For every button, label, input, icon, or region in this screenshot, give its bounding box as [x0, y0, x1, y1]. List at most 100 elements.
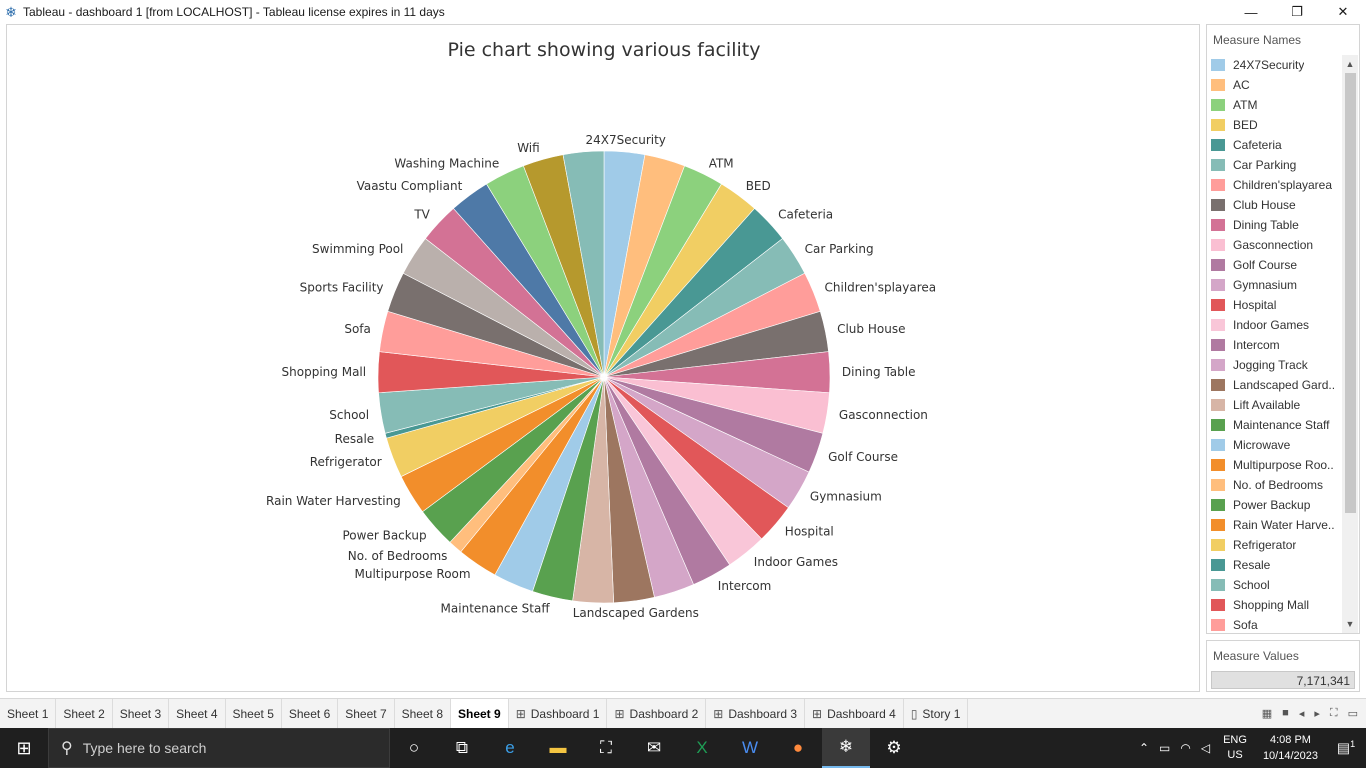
firefox-icon[interactable]: ● — [792, 738, 804, 757]
pie-chart[interactable]: 24X7Security ATM BED Cafeteria Car Parking Ch… — [7, 25, 1201, 693]
sheet-tab[interactable]: Sheet 3 — [113, 698, 170, 729]
pie-slice[interactable] — [562, 150, 605, 378]
sheet-tab[interactable]: Sheet 1 — [0, 698, 57, 729]
legend-item[interactable]: AC — [1207, 75, 1359, 95]
excel-icon[interactable]: X — [696, 738, 708, 757]
edge-icon[interactable]: e — [505, 738, 515, 757]
sheet-tab[interactable]: ⊞ Dashboard 1 — [509, 698, 608, 729]
measure-values-title: Measure Values — [1213, 649, 1299, 663]
legend-item[interactable]: Refrigerator — [1207, 535, 1359, 555]
next-tab-icon[interactable]: ▸ — [1314, 708, 1320, 720]
slice-label: Cafeteria — [778, 208, 833, 222]
legend-item[interactable]: Sofa — [1207, 615, 1359, 633]
legend-scrollbar[interactable]: ▲ ▼ — [1342, 55, 1358, 633]
legend-item[interactable]: Club House — [1207, 195, 1359, 215]
scroll-down-icon[interactable]: ▼ — [1345, 619, 1355, 629]
battery-icon[interactable]: ▭ — [1159, 741, 1171, 755]
volume-icon[interactable]: ◁ — [1200, 741, 1211, 755]
slice-label: Wifi — [517, 141, 540, 155]
legend-swatch — [1211, 339, 1225, 351]
legend-item[interactable]: Power Backup — [1207, 495, 1359, 515]
legend-item[interactable]: Indoor Games — [1207, 315, 1359, 335]
legend-item[interactable]: Cafeteria — [1207, 135, 1359, 155]
sheet-tab[interactable]: ⊞ Dashboard 3 — [706, 698, 806, 729]
dashboard-icon: ⊞ — [713, 706, 724, 721]
show-filmstrip-icon[interactable]: ▦ — [1261, 708, 1273, 720]
sheet-tab[interactable]: Sheet 6 — [282, 698, 339, 729]
legend-panel: Measure Names 24X7Security AC ATM BED Cafete… — [1206, 24, 1360, 634]
taskbar-search[interactable]: ⚲ Type here to search — [48, 728, 390, 768]
scroll-up-icon[interactable]: ▲ — [1345, 59, 1355, 69]
store-icon[interactable]: ⛶ — [600, 738, 612, 757]
tableau-taskbar-icon[interactable]: ❄ — [822, 728, 870, 768]
legend-item[interactable]: BED — [1207, 115, 1359, 135]
minimize-button[interactable]: — — [1244, 4, 1258, 20]
task-view-icon[interactable]: ⧉ — [455, 738, 469, 757]
legend-item[interactable]: Car Parking — [1207, 155, 1359, 175]
show-tabs-icon[interactable]: ■ — [1282, 707, 1289, 719]
presentation-icon[interactable]: ▭ — [1347, 708, 1358, 720]
language-indicator[interactable]: ENG US — [1223, 733, 1247, 763]
scroll-thumb[interactable] — [1345, 73, 1356, 513]
title-bar: ❄ Tableau - dashboard 1 [from LOCALHOST]… — [0, 0, 1366, 24]
legend-item[interactable]: ATM — [1207, 95, 1359, 115]
cortana-icon[interactable]: ○ — [408, 738, 420, 757]
legend-item[interactable]: Jogging Track — [1207, 355, 1359, 375]
legend-item[interactable]: No. of Bedrooms — [1207, 475, 1359, 495]
legend-item[interactable]: Children'splayarea — [1207, 175, 1359, 195]
mail-icon[interactable]: ✉ — [646, 738, 662, 757]
sheet-tab-label: Sheet 8 — [401, 706, 443, 721]
clock[interactable]: 4:08 PM 10/14/2023 — [1263, 732, 1318, 764]
legend-item[interactable]: Resale — [1207, 555, 1359, 575]
sheet-tab[interactable]: ⊞ Dashboard 2 — [607, 698, 707, 729]
legend-label: Gasconnection — [1233, 238, 1314, 252]
legend-item[interactable]: Multipurpose Roo.. — [1207, 455, 1359, 475]
prev-tab-icon[interactable]: ◂ — [1298, 708, 1305, 720]
sheet-tab[interactable]: ⊞ Dashboard 4 — [805, 698, 904, 729]
sheet-tab[interactable]: Sheet 5 — [226, 698, 282, 729]
legend-item[interactable]: Golf Course — [1207, 255, 1359, 275]
wifi-icon[interactable]: ◠ — [1180, 741, 1191, 755]
legend-item[interactable]: Landscaped Gard.. — [1207, 375, 1359, 395]
window-title: Tableau - dashboard 1 [from LOCALHOST] -… — [23, 5, 445, 19]
windows-start-icon[interactable]: ⊞ — [16, 737, 32, 758]
slice-label: Sofa — [344, 322, 371, 336]
legend-item[interactable]: Gymnasium — [1207, 275, 1359, 295]
legend-item[interactable]: Microwave — [1207, 435, 1359, 455]
sheet-tab-label: Sheet 4 — [176, 706, 218, 721]
legend-item[interactable]: School — [1207, 575, 1359, 595]
chevron-up-icon[interactable]: ⌃ — [1138, 741, 1150, 755]
sheet-tab[interactable]: Sheet 4 — [169, 698, 226, 729]
legend-label: Resale — [1233, 558, 1271, 572]
word-icon[interactable]: W — [741, 738, 759, 757]
sheet-tab[interactable]: Sheet 7 — [338, 698, 395, 729]
legend-label: Gymnasium — [1233, 278, 1298, 292]
sheet-tab[interactable]: Sheet 8 — [395, 698, 451, 729]
chart-title: Pie chart showing various facility — [447, 39, 761, 61]
legend-label: Microwave — [1233, 438, 1291, 452]
legend-item[interactable]: Gasconnection — [1207, 235, 1359, 255]
notification-icon[interactable]: ▤1 — [1336, 739, 1356, 756]
legend-item[interactable]: Dining Table — [1207, 215, 1359, 235]
legend-item[interactable]: Hospital — [1207, 295, 1359, 315]
legend-item[interactable]: 24X7Security — [1207, 55, 1359, 75]
sheet-tab[interactable]: ▯ Story 1 — [904, 698, 969, 729]
sheet-tab[interactable]: Sheet 9 — [451, 698, 509, 729]
legend-item[interactable]: Lift Available — [1207, 395, 1359, 415]
settings-icon[interactable]: ⚙ — [886, 738, 902, 757]
file-explorer-icon[interactable]: ▬ — [549, 738, 567, 757]
legend-item[interactable]: Maintenance Staff — [1207, 415, 1359, 435]
legend-item[interactable]: Intercom — [1207, 335, 1359, 355]
close-button[interactable]: ✕ — [1337, 4, 1349, 19]
fit-icon[interactable]: ⛶ — [1329, 707, 1338, 719]
sheet-tab[interactable]: Sheet 2 — [56, 698, 113, 729]
legend-item[interactable]: Shopping Mall — [1207, 595, 1359, 615]
tab-navigation: ▦ ■ ◂ ▸ ⛶ ▭ — [1262, 707, 1358, 720]
slice-label: Gymnasium — [810, 489, 882, 503]
sheet-tab-label: Sheet 5 — [232, 706, 274, 721]
slice-label: Vaastu Compliant — [357, 179, 463, 193]
worksheet-canvas[interactable]: Pie chart showing various facility 24X7S… — [6, 24, 1200, 692]
restore-button[interactable]: ❐ — [1291, 4, 1303, 19]
sheet-tab-label: Dashboard 4 — [827, 706, 896, 721]
legend-item[interactable]: Rain Water Harve.. — [1207, 515, 1359, 535]
